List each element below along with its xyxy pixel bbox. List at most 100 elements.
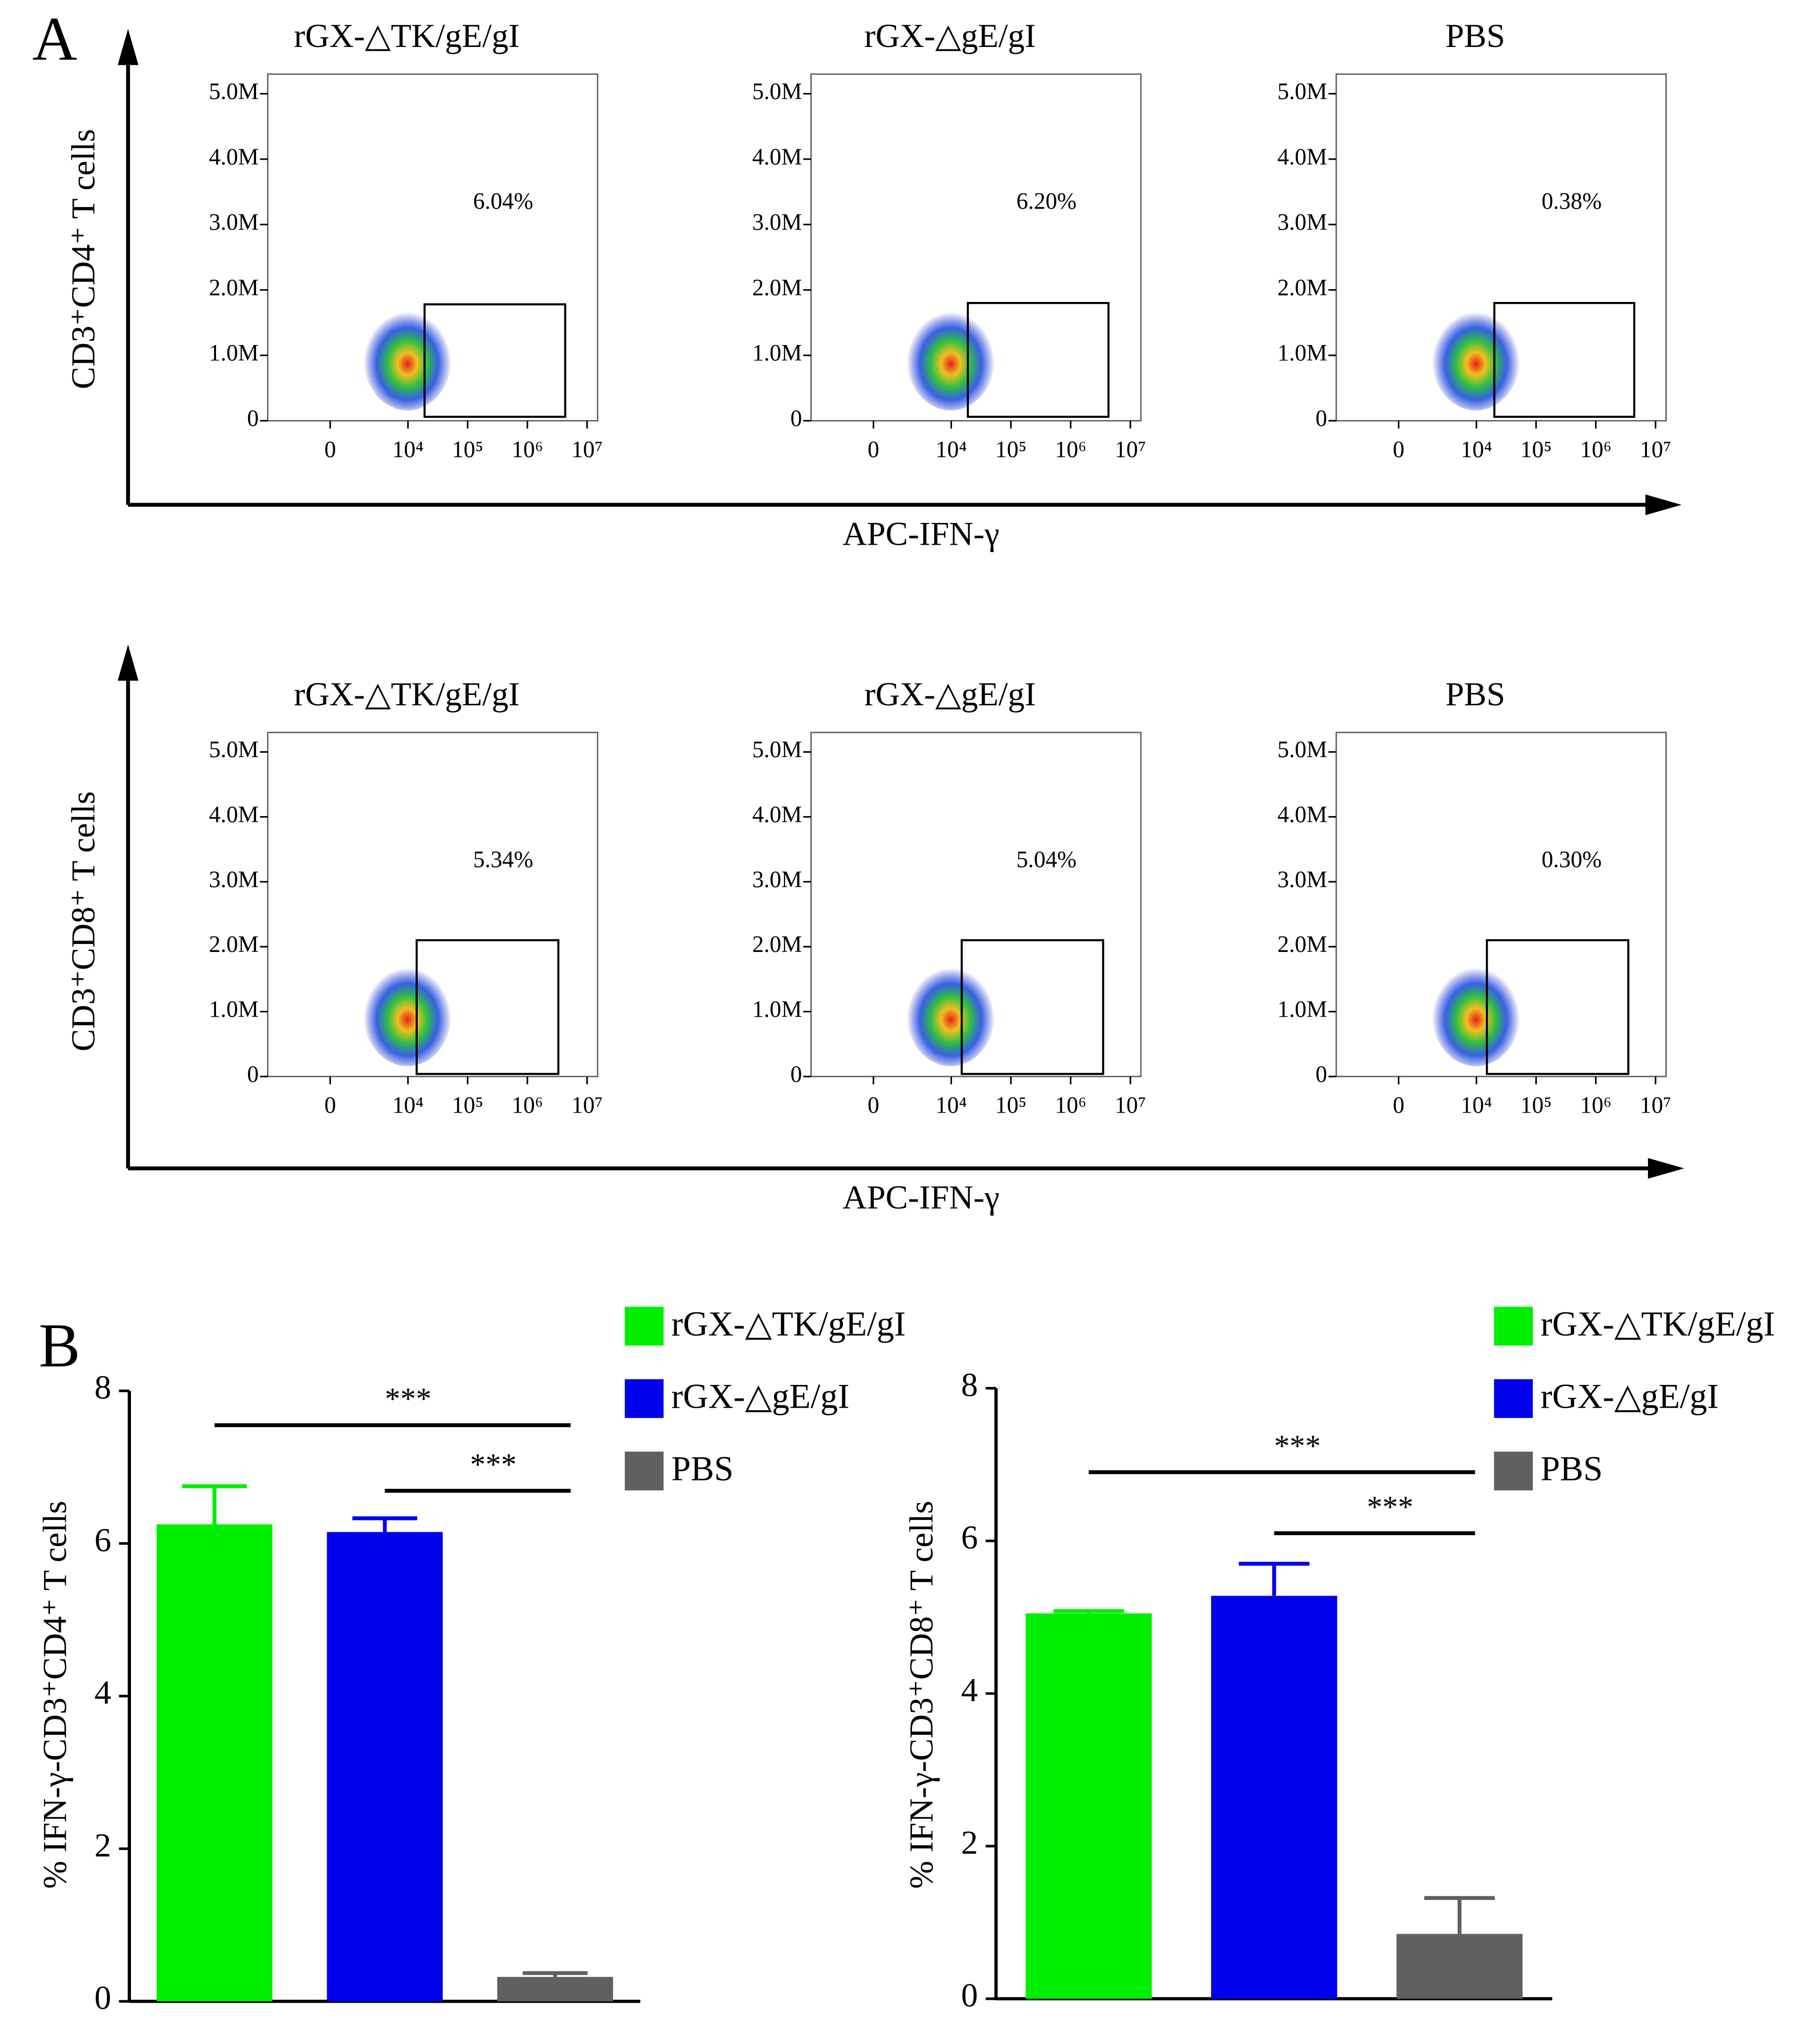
y-tick-label: 1.0M [752,341,802,366]
y-tick-label: 5.0M [752,737,802,763]
legend-swatch [624,1306,664,1346]
y-tick-label: 0 [247,406,259,431]
y-tick-label: 0 [1315,406,1327,431]
bar [1026,1613,1152,1999]
legend-swatch [1494,1451,1533,1491]
y-tick-label: 0 [94,1979,111,2017]
x-tick-label: 10⁵ [452,1093,483,1119]
y-tick-label: 4.0M [752,802,802,827]
x-tick-label: 10⁶ [512,1093,543,1119]
y-tick-label: 4 [94,1674,111,1711]
gate-percentage: 5.34% [473,847,533,872]
y-tick-label: 4.0M [752,144,802,170]
plot-frame [1335,73,1667,422]
significance-label: *** [1274,1428,1321,1463]
x-tick-label: 10⁵ [452,437,483,463]
plot-frame [810,73,1142,422]
panel-title: rGX-△gE/gI [865,675,1036,713]
y-tick-label: 2.0M [752,932,802,957]
gate-percentage: 0.30% [1542,847,1602,872]
y-tick-label: 8 [94,1369,111,1406]
significance-label: *** [385,1381,432,1416]
gate-percentage: 6.20% [1016,188,1077,214]
x-tick-label: 0 [867,437,879,463]
bar [1211,1595,1338,1999]
y-tick-label: 4.0M [1277,144,1327,170]
gate [966,302,1110,418]
x-tick-label: 10⁴ [936,1093,967,1119]
y-tick-label: 4 [961,1671,978,1709]
plot-frame [267,732,599,1077]
gate-percentage: 6.04% [473,188,533,214]
arrow-head [1647,1158,1685,1179]
x-tick-label: 10⁵ [995,1093,1027,1119]
x-tick-label: 10⁷ [571,437,603,463]
row-axes [126,58,1649,1170]
legend-swatch [1494,1379,1533,1418]
y-tick-label: 0 [790,406,802,431]
y-tick-label: 3.0M [752,867,802,893]
y-tick-label: 2.0M [1277,932,1327,957]
x-tick-label: 10⁴ [1461,1093,1492,1119]
legend-swatch [1494,1306,1533,1346]
plot-frame [810,732,1142,1077]
density-cloud [363,962,452,1067]
x-tick-label: 10⁴ [392,437,424,463]
legend-label: PBS [671,1450,734,1488]
plot-frame [1335,732,1667,1077]
x-axis-label: APC-IFN-γ [843,1178,999,1216]
legend-label: rGX-△TK/gE/gI [671,1305,906,1343]
x-tick-label: 10⁶ [1580,1093,1612,1119]
x-tick-label: 0 [1393,437,1405,463]
significance-label: *** [470,1447,517,1482]
y-tick-label: 5.0M [1277,79,1327,104]
y-tick-label: 0 [247,1062,259,1087]
y-tick-label: 8 [961,1366,978,1403]
y-tick-label: 2.0M [209,275,259,301]
x-tick-label: 0 [1393,1093,1405,1119]
y-tick-label: 2.0M [209,932,259,957]
x-tick-label: 10⁴ [936,437,967,463]
arrow-head [118,29,139,65]
x-tick-label: 10⁷ [1115,1093,1146,1119]
bar [327,1532,443,2002]
x-tick-label: 10⁵ [995,437,1027,463]
y-tick-label: 6 [961,1518,978,1556]
y-tick-label: 1.0M [1277,997,1327,1023]
x-axis-label: APC-IFN-γ [843,515,999,552]
gate [1493,302,1636,418]
arrow-head [1645,494,1682,516]
x-tick-label: 10⁵ [1520,437,1552,463]
density-cloud [907,962,995,1067]
y-axis-label: CD3⁺CD8⁺ T cells [64,791,102,1052]
x-tick-label: 10⁷ [1115,437,1146,463]
y-tick-label: 2.0M [752,275,802,301]
x-tick-label: 10⁷ [571,1093,603,1119]
x-tick-label: 10⁶ [1580,437,1612,463]
y-tick-label: 5.0M [752,79,802,104]
bar [497,1977,613,2002]
y-tick-label: 1.0M [209,997,259,1023]
x-tick-label: 10⁶ [1055,437,1086,463]
density-cloud [1431,962,1520,1067]
y-tick-label: 6 [94,1521,111,1558]
gate [1486,939,1630,1075]
panel-label: B [39,1311,81,1380]
gate [423,303,566,418]
y-tick-label: 2.0M [1277,275,1327,301]
legend-swatch [624,1451,664,1491]
legend-swatch [624,1379,664,1418]
legend-label: rGX-△gE/gI [1541,1377,1719,1416]
gate-percentage: 0.38% [1542,188,1602,214]
legend-label: rGX-△gE/gI [671,1377,849,1416]
panel-title: rGX-△gE/gI [865,17,1036,54]
y-tick-label: 5.0M [209,79,259,104]
y-tick-label: 1.0M [1277,341,1327,366]
gate [960,939,1104,1075]
panel-title: rGX-△TK/gE/gI [294,17,520,54]
plot-frame [267,73,599,422]
y-axis-label: CD3⁺CD4⁺ T cells [64,129,102,389]
y-axis-label: % IFN-γ-CD3⁺CD4⁺ T cells [36,1501,73,1889]
gate-percentage: 5.04% [1016,847,1077,872]
panel-label: A [32,5,77,74]
